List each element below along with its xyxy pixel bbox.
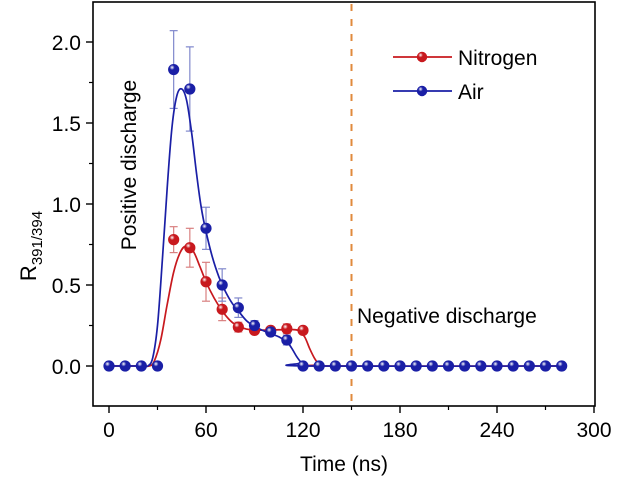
data-point bbox=[265, 326, 277, 338]
markers-air bbox=[103, 63, 568, 372]
data-point bbox=[151, 360, 164, 372]
x-tick-label: 120 bbox=[285, 419, 320, 442]
data-point bbox=[378, 360, 390, 372]
annotation-positive-discharge: Positive discharge bbox=[118, 80, 141, 250]
data-point bbox=[103, 360, 115, 372]
data-point bbox=[329, 360, 341, 372]
data-point bbox=[168, 234, 180, 246]
data-point bbox=[281, 323, 293, 335]
legend-label: Air bbox=[458, 81, 484, 104]
svg-text:R391/394: R391/394 bbox=[16, 211, 46, 281]
data-point bbox=[442, 360, 455, 372]
data-point bbox=[200, 276, 212, 288]
data-point bbox=[232, 321, 244, 333]
y-tick-label: 0.0 bbox=[52, 356, 81, 379]
data-point bbox=[135, 360, 147, 372]
data-point bbox=[313, 360, 325, 372]
fit-line-air bbox=[109, 87, 562, 368]
axes: 0 60 120 180 240 300 0.0 0.5 1.0 1.5 2.0 bbox=[52, 32, 612, 442]
data-point bbox=[459, 360, 471, 372]
x-tick-label: 60 bbox=[194, 419, 217, 442]
x-tick-label: 180 bbox=[382, 419, 417, 442]
y-axis-label-main: R bbox=[16, 265, 41, 281]
annotation-negative-discharge: Negative discharge bbox=[357, 305, 537, 328]
fit-line-nitrogen bbox=[109, 245, 562, 368]
x-tick-label: 0 bbox=[103, 419, 115, 442]
data-point bbox=[410, 360, 422, 372]
data-point bbox=[184, 83, 196, 95]
data-point bbox=[184, 242, 196, 254]
data-point bbox=[297, 360, 309, 372]
data-point bbox=[426, 360, 438, 372]
legend-marker bbox=[416, 85, 428, 97]
data-point bbox=[216, 279, 228, 291]
data-point bbox=[345, 360, 358, 372]
error-bars-air bbox=[169, 30, 291, 346]
y-tick-label: 1.5 bbox=[52, 113, 81, 136]
legend-entry-air: Air bbox=[393, 81, 484, 104]
data-point bbox=[539, 360, 552, 372]
x-tick-label: 240 bbox=[479, 419, 514, 442]
data-point bbox=[507, 360, 519, 372]
y-axis-label-subscript: 391/394 bbox=[29, 211, 46, 265]
data-point bbox=[362, 360, 374, 372]
data-point bbox=[556, 360, 568, 372]
legend-label: Nitrogen bbox=[458, 47, 537, 70]
data-point bbox=[232, 302, 244, 314]
data-point bbox=[491, 360, 503, 372]
y-tick-label: 2.0 bbox=[52, 32, 81, 55]
plot-area bbox=[103, 4, 568, 406]
data-point bbox=[281, 334, 293, 346]
data-point bbox=[248, 319, 261, 332]
legend-marker bbox=[416, 51, 428, 63]
data-point bbox=[297, 324, 309, 336]
x-tick-label: 300 bbox=[576, 419, 611, 442]
legend-entry-nitrogen: Nitrogen bbox=[393, 47, 537, 70]
x-axis-label: Time (ns) bbox=[300, 453, 388, 476]
data-point bbox=[523, 360, 535, 372]
data-point bbox=[119, 360, 131, 372]
data-point bbox=[200, 222, 212, 234]
data-point bbox=[475, 360, 487, 372]
y-axis-label: R391/394 bbox=[16, 211, 46, 281]
data-point bbox=[394, 360, 406, 372]
y-tick-label: 1.0 bbox=[52, 194, 81, 217]
markers-nitrogen bbox=[168, 234, 309, 336]
legend: Nitrogen Air bbox=[393, 47, 537, 104]
data-point bbox=[168, 63, 180, 76]
y-tick-label: 0.5 bbox=[52, 275, 81, 298]
data-point bbox=[216, 303, 228, 315]
